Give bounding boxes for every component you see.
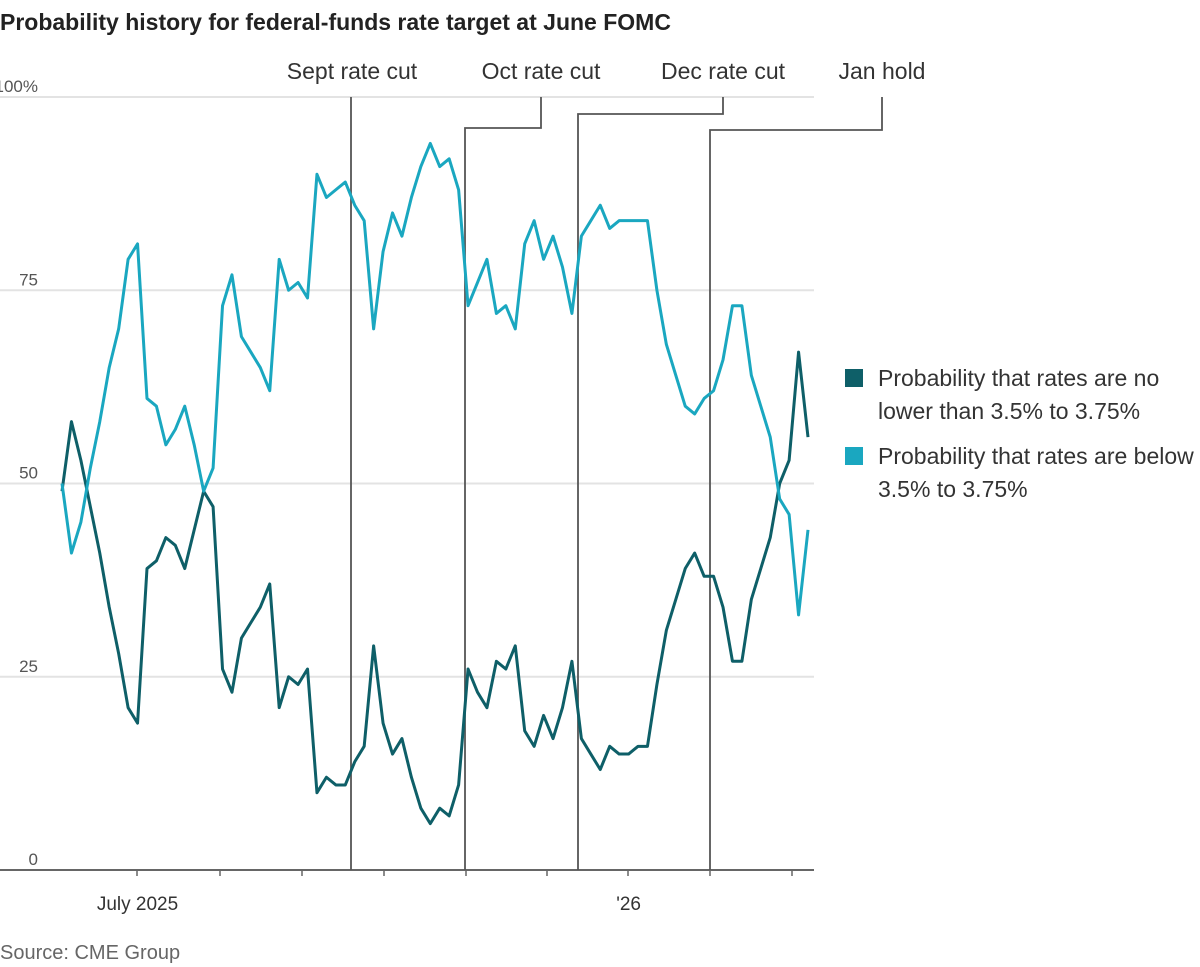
legend-item: Probability that rates are no lower than… xyxy=(845,362,1195,428)
source: Source: CME Group xyxy=(0,942,180,964)
x-tick-label: '26 xyxy=(616,894,641,915)
legend-label: Probability that rates are no lower than… xyxy=(878,365,1160,424)
legend-swatch xyxy=(845,447,863,465)
annotation: Oct rate cut xyxy=(482,58,601,84)
annotation-line xyxy=(577,97,724,870)
legend-swatch xyxy=(845,369,863,387)
x-tick-label: July 2025 xyxy=(97,894,178,915)
series-line xyxy=(60,141,810,617)
annotation: Sept rate cut xyxy=(287,58,418,84)
annotation-line xyxy=(709,97,883,870)
legend-label: Probability that rates are below 3.5% to… xyxy=(878,443,1194,502)
y-tick-label: 25 xyxy=(19,657,38,676)
y-tick-label: 0 xyxy=(29,850,38,869)
y-tick-label: 100% xyxy=(0,77,38,96)
y-tick-label: 75 xyxy=(19,270,38,289)
y-tick-label: 50 xyxy=(19,464,38,483)
chart-title: Probability history for federal-funds ra… xyxy=(0,9,671,35)
annotation: Jan hold xyxy=(839,58,926,84)
annotation-line xyxy=(464,97,542,870)
series-line xyxy=(60,350,810,826)
legend-item: Probability that rates are below 3.5% to… xyxy=(845,440,1195,506)
annotation: Dec rate cut xyxy=(661,58,786,84)
legend: Probability that rates are no lower than… xyxy=(845,362,1195,518)
